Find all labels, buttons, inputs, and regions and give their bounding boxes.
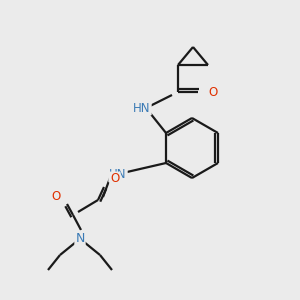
- Text: O: O: [110, 172, 120, 185]
- Text: N: N: [75, 232, 85, 244]
- Text: HN: HN: [133, 101, 151, 115]
- Text: HN: HN: [109, 169, 127, 182]
- Text: O: O: [208, 85, 217, 98]
- Text: O: O: [51, 190, 61, 203]
